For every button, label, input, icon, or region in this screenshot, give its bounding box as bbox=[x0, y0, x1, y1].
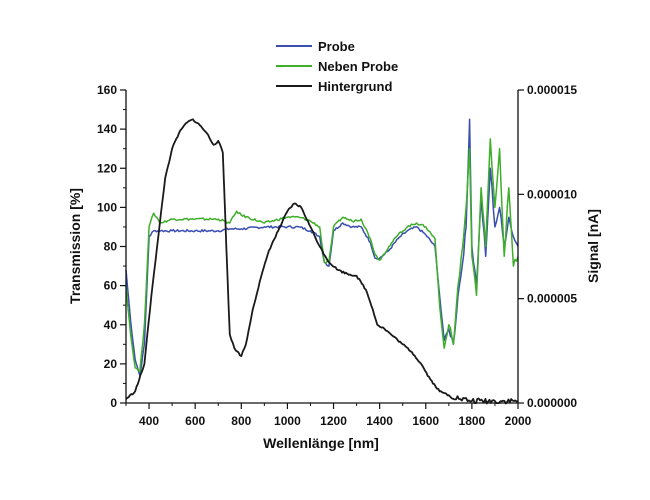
x-tick-label: 1600 bbox=[412, 414, 439, 428]
y-left-tick-label: 140 bbox=[97, 122, 117, 136]
y-right-tick-label: 0.000010 bbox=[527, 187, 577, 201]
y-right-tick-label: 0.000005 bbox=[527, 292, 577, 306]
y-left-tick-label: 40 bbox=[104, 318, 118, 332]
legend-label-neben-probe: Neben Probe bbox=[318, 59, 398, 74]
y-left-tick-label: 60 bbox=[104, 279, 118, 293]
series-line-neben-probe bbox=[125, 138, 519, 373]
legend-label-hintergrund: Hintergrund bbox=[318, 79, 392, 94]
x-tick-label: 1000 bbox=[274, 414, 301, 428]
x-tick-label: 800 bbox=[231, 414, 251, 428]
x-tick-label: 2000 bbox=[505, 414, 532, 428]
x-tick-label: 400 bbox=[139, 414, 159, 428]
y-left-tick-label: 80 bbox=[104, 240, 118, 254]
y-axis-right-title: Signal [nA] bbox=[585, 209, 601, 283]
y-left-tick-label: 20 bbox=[104, 357, 118, 371]
x-axis-title: Wellenlänge [nm] bbox=[263, 435, 379, 451]
y-right-tick-label: 0.000015 bbox=[527, 83, 577, 97]
series-line-hintergrund bbox=[125, 118, 519, 405]
legend: Probe Neben Probe Hintergrund bbox=[276, 39, 398, 94]
axes: 400 600 800 1000 1200 1400 1600 1800 2000 0 20 40 60… bbox=[97, 83, 577, 428]
legend-label-probe: Probe bbox=[318, 39, 355, 54]
y-left-tick-label: 100 bbox=[97, 200, 117, 214]
y-axis-left-title: Transmission [%] bbox=[67, 188, 83, 304]
plot-area bbox=[125, 118, 519, 405]
x-tick-label: 1800 bbox=[459, 414, 486, 428]
x-tick-label: 1400 bbox=[366, 414, 393, 428]
x-tick-label: 1200 bbox=[320, 414, 347, 428]
y-left-tick-label: 120 bbox=[97, 161, 117, 175]
x-tick-label: 600 bbox=[185, 414, 205, 428]
y-right-tick-label: 0.000000 bbox=[527, 396, 577, 410]
y-left-tick-label: 160 bbox=[97, 83, 117, 97]
y-left-tick-label: 0 bbox=[110, 396, 117, 410]
